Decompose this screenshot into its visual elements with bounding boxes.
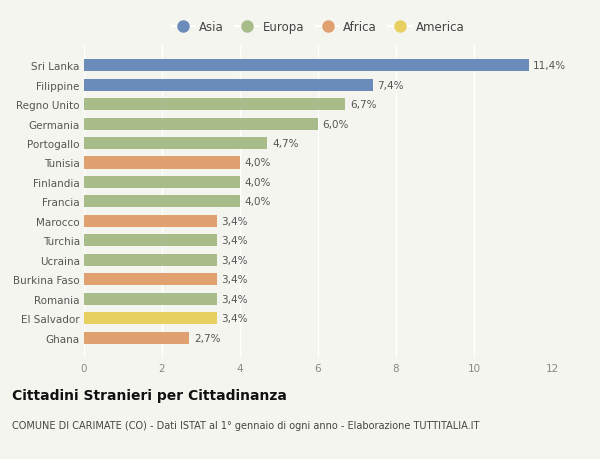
Text: 4,0%: 4,0% [245,158,271,168]
Bar [84,177,240,189]
Bar [84,118,318,130]
Bar [84,332,190,344]
Text: 3,4%: 3,4% [221,236,248,246]
Bar [84,196,240,208]
Bar [84,60,529,72]
Text: 3,4%: 3,4% [221,274,248,285]
Text: 6,7%: 6,7% [350,100,376,110]
Text: 4,0%: 4,0% [245,178,271,188]
Text: COMUNE DI CARIMATE (CO) - Dati ISTAT al 1° gennaio di ogni anno - Elaborazione T: COMUNE DI CARIMATE (CO) - Dati ISTAT al … [12,420,479,430]
Text: 4,7%: 4,7% [272,139,298,149]
Text: 3,4%: 3,4% [221,294,248,304]
Legend: Asia, Europa, Africa, America: Asia, Europa, Africa, America [172,21,464,34]
Bar [84,293,217,305]
Text: 6,0%: 6,0% [323,119,349,129]
Text: 3,4%: 3,4% [221,255,248,265]
Bar [84,99,346,111]
Text: 3,4%: 3,4% [221,313,248,324]
Text: 3,4%: 3,4% [221,216,248,226]
Bar [84,254,217,266]
Text: 4,0%: 4,0% [245,197,271,207]
Text: 11,4%: 11,4% [533,61,566,71]
Text: 2,7%: 2,7% [194,333,220,343]
Bar [84,215,217,227]
Bar [84,274,217,285]
Text: Cittadini Stranieri per Cittadinanza: Cittadini Stranieri per Cittadinanza [12,388,287,402]
Bar [84,138,268,150]
Bar [84,79,373,91]
Bar [84,313,217,325]
Bar [84,157,240,169]
Text: 7,4%: 7,4% [377,80,404,90]
Bar [84,235,217,247]
